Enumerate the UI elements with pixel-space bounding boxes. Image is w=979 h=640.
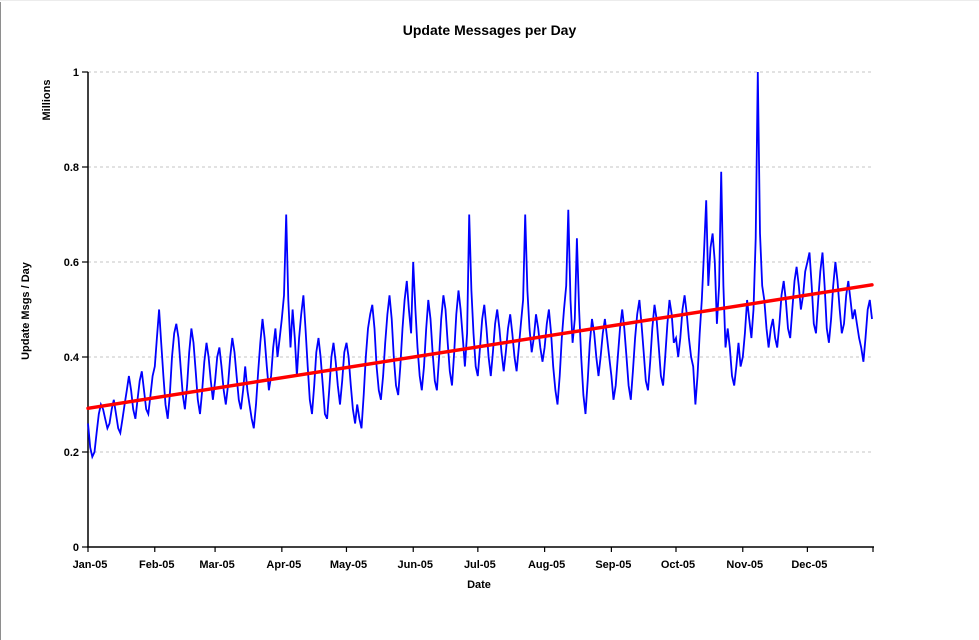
x-tick-label: Jul-05 (464, 559, 496, 571)
x-tick-label: Jan-05 (73, 559, 108, 571)
x-tick-label: Apr-05 (266, 559, 301, 571)
window-left-edge (0, 2, 1, 640)
y-tick-label: 0 (73, 542, 79, 554)
chart-title: Update Messages per Day (402, 22, 577, 38)
y-tick-label: 0.8 (64, 162, 79, 174)
x-tick-label: Sep-05 (595, 559, 631, 571)
window-top-edge (0, 0, 979, 1)
data-series-line (87, 71, 873, 460)
y-tick-label: 0.2 (64, 447, 79, 459)
x-tick-label: Dec-05 (791, 559, 827, 571)
x-tick-label: Mar-05 (199, 559, 234, 571)
x-tick-label: Oct-05 (661, 559, 695, 571)
y-tick-label: 0.6 (64, 257, 79, 269)
x-tick-label: Jun-05 (397, 559, 432, 571)
x-tick-label: Aug-05 (528, 559, 565, 571)
x-axis-title: Date (467, 579, 491, 591)
y-tick-label: 0.4 (64, 352, 80, 364)
y-tick-label: 1 (73, 67, 79, 79)
x-tick-label: Nov-05 (726, 559, 763, 571)
x-tick-label: May-05 (330, 559, 367, 571)
trend-line (86, 283, 874, 410)
x-tick-label: Feb-05 (139, 559, 174, 571)
